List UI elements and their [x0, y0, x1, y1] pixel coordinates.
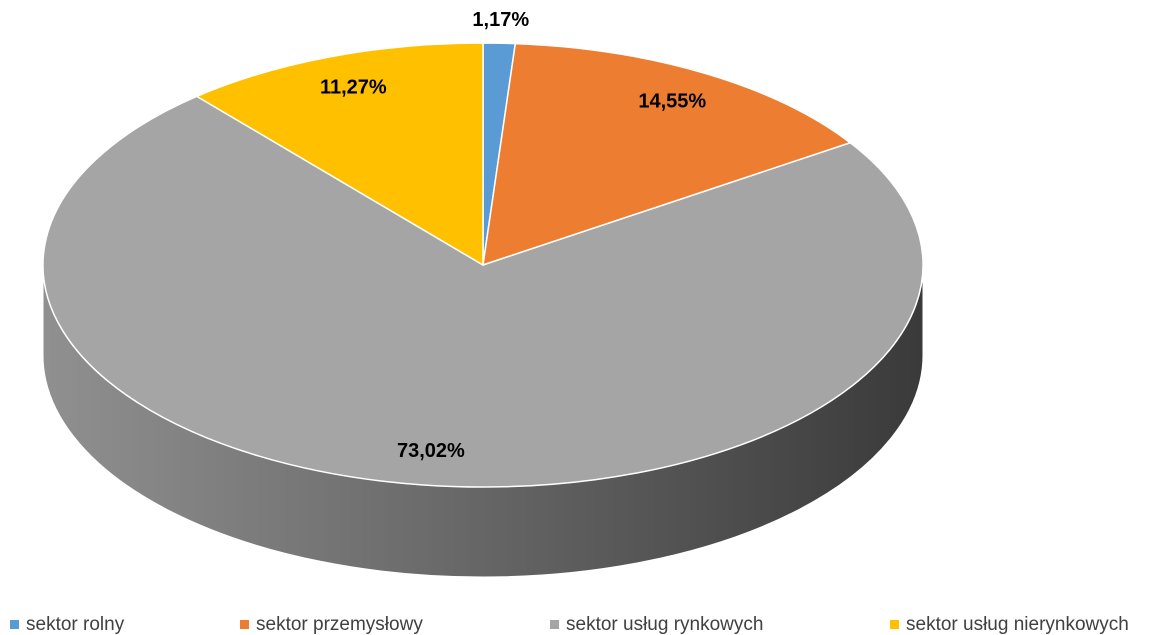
legend-swatch [240, 620, 249, 629]
pie-slice [42, 95, 924, 488]
pie-slice [482, 42, 852, 267]
legend-label: sektor przemysłowy [256, 614, 423, 635]
legend-label: sektor rolny [26, 614, 125, 635]
data-label: 11,27% [320, 76, 387, 98]
data-label: 1,17% [472, 9, 529, 31]
legend-label: sektor usług nierynkowych [906, 614, 1129, 635]
legend-label: sektor usług rynkowych [566, 614, 763, 635]
data-label: 14,55% [638, 91, 706, 113]
legend-swatch [550, 620, 559, 629]
data-label: 73,02% [397, 440, 465, 462]
legend-swatch [890, 620, 899, 629]
pie-slice [195, 42, 484, 267]
legend-swatch [10, 620, 19, 629]
